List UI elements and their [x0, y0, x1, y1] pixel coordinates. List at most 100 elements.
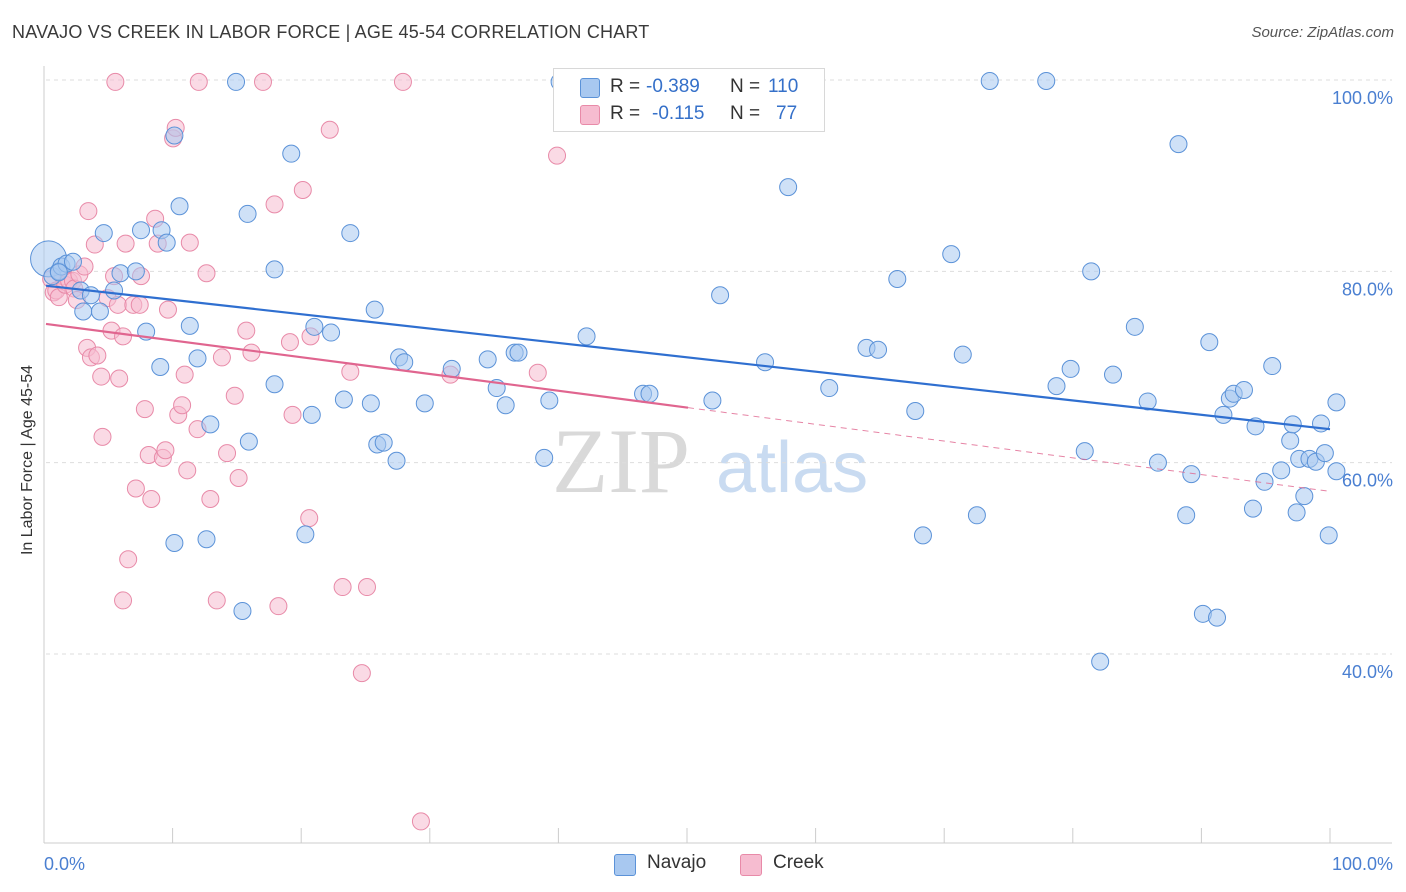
navajo-legend-swatch	[614, 854, 636, 876]
creek-series	[42, 72, 567, 831]
navajo-point	[188, 349, 207, 368]
y-tick-label-1: 80.0%	[1342, 279, 1393, 299]
navajo-point	[906, 402, 925, 421]
creek-legend-swatch	[740, 854, 762, 876]
watermark-zip: ZIP	[552, 410, 690, 512]
x-tick-label-1: 100.0%	[1332, 854, 1393, 874]
creek-point	[548, 146, 567, 165]
navajo-point	[227, 72, 246, 91]
navajo-point	[305, 317, 324, 336]
navajo-point	[1327, 462, 1346, 481]
navajo-trend-line	[45, 284, 1331, 431]
navajo-point	[322, 323, 341, 342]
navajo-point	[913, 526, 932, 545]
navajo-point	[157, 233, 176, 252]
navajo-swatch	[580, 78, 600, 98]
navajo-point	[535, 448, 554, 467]
creek-point	[130, 295, 149, 314]
navajo-point	[49, 263, 68, 282]
x-tick-label-0: 0.0%	[44, 854, 85, 874]
creek-point	[528, 363, 547, 382]
creek-point	[201, 490, 220, 509]
trend-lines	[45, 284, 1331, 492]
navajo-n-value: 110	[768, 76, 799, 97]
navajo-point	[165, 126, 184, 145]
creek-point	[92, 367, 111, 386]
tick-labels: 100.0% 80.0% 60.0% 40.0% 0.0% 100.0%	[44, 88, 1393, 874]
creek-point	[253, 72, 272, 91]
navajo-point	[967, 506, 986, 525]
creek-n-value: 77	[776, 103, 798, 124]
creek-point	[237, 321, 256, 340]
navajo-point	[90, 302, 109, 321]
creek-point	[189, 72, 208, 91]
navajo-point	[180, 316, 199, 335]
navajo-point	[282, 144, 301, 163]
navajo-point	[296, 525, 315, 544]
creek-point	[341, 362, 360, 381]
creek-point	[178, 461, 197, 480]
navajo-point	[1315, 444, 1334, 463]
navajo-point	[201, 415, 220, 434]
navajo-point	[1214, 405, 1233, 424]
navajo-point	[233, 601, 252, 620]
navajo-point	[1125, 317, 1144, 336]
navajo-point	[302, 405, 321, 424]
creek-trend-line	[45, 322, 689, 409]
y-tick-label-2: 60.0%	[1342, 471, 1393, 491]
navajo-point	[1104, 365, 1123, 384]
navajo-point	[509, 343, 528, 362]
navajo-point	[703, 391, 722, 410]
creek-point	[79, 202, 98, 221]
navajo-point	[888, 269, 907, 288]
navajo-point	[1281, 431, 1300, 450]
creek-point	[180, 233, 199, 252]
navajo-point	[387, 451, 406, 470]
navajo-point	[105, 281, 124, 300]
chart-title: NAVAJO VS CREEK IN LABOR FORCE | AGE 45-…	[12, 22, 650, 42]
navajo-point	[577, 327, 596, 346]
navajo-point	[1263, 357, 1282, 376]
creek-point	[110, 369, 129, 388]
creek-point	[225, 386, 244, 405]
navajo-point	[1061, 359, 1080, 378]
navajo-r-value: -0.389	[646, 76, 700, 97]
creek-point	[265, 195, 284, 214]
navajo-point	[1047, 377, 1066, 396]
creek-point	[269, 597, 288, 616]
navajo-point	[111, 264, 130, 283]
navajo-point	[132, 221, 151, 240]
creek-trend-line-extrapolated	[687, 407, 1331, 492]
creek-point	[320, 120, 339, 139]
navajo-point	[395, 353, 414, 372]
navajo-point	[1295, 487, 1314, 506]
creek-point	[218, 444, 237, 463]
creek-point	[114, 327, 133, 346]
axes	[43, 66, 1392, 844]
navajo-point	[869, 340, 888, 359]
navajo-point	[334, 390, 353, 409]
creek-point	[173, 396, 192, 415]
navajo-point	[1182, 465, 1201, 484]
navajo-point	[170, 197, 189, 216]
navajo-point	[341, 224, 360, 243]
source-label: Source: ZipAtlas.com	[1251, 24, 1394, 41]
navajo-point	[1287, 503, 1306, 522]
navajo-point	[478, 350, 497, 369]
navajo-point	[265, 375, 284, 394]
navajo-point	[496, 396, 515, 415]
navajo-point	[94, 224, 113, 243]
creek-point	[197, 264, 216, 283]
creek-point	[300, 509, 319, 528]
navajo-point	[63, 252, 82, 271]
navajo-r-label: R =	[610, 76, 641, 97]
navajo-point	[1243, 499, 1262, 518]
navajo-point	[74, 302, 93, 321]
navajo-point	[197, 530, 216, 549]
creek-point	[116, 234, 135, 253]
creek-point	[393, 72, 412, 91]
creek-point	[283, 405, 302, 424]
creek-legend-label: Creek	[773, 852, 824, 873]
creek-point	[119, 550, 138, 569]
